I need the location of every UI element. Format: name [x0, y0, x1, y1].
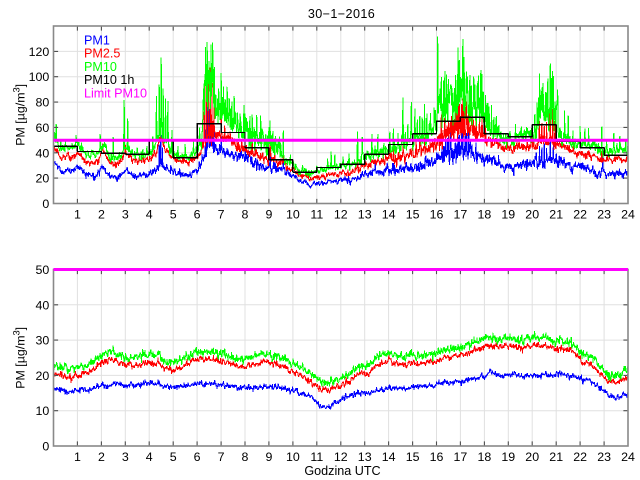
svg-text:PM1: PM1 [84, 34, 110, 48]
svg-text:100: 100 [29, 70, 50, 84]
svg-text:0: 0 [42, 197, 49, 211]
svg-text:24: 24 [621, 207, 635, 221]
svg-text:14: 14 [382, 450, 396, 464]
svg-text:6: 6 [194, 207, 201, 221]
svg-text:8: 8 [242, 450, 249, 464]
svg-text:17: 17 [454, 450, 468, 464]
svg-text:3: 3 [122, 207, 129, 221]
svg-text:80: 80 [36, 96, 50, 110]
svg-text:13: 13 [358, 207, 372, 221]
svg-text:1: 1 [74, 207, 81, 221]
svg-text:20: 20 [525, 207, 539, 221]
svg-text:40: 40 [36, 146, 50, 160]
svg-text:23: 23 [597, 450, 611, 464]
svg-text:PM10: PM10 [84, 60, 117, 74]
svg-text:8: 8 [242, 207, 249, 221]
svg-text:Limit PM10: Limit PM10 [84, 86, 147, 100]
svg-text:5: 5 [170, 450, 177, 464]
svg-text:15: 15 [406, 450, 420, 464]
svg-text:7: 7 [218, 207, 225, 221]
svg-text:2: 2 [98, 207, 105, 221]
svg-text:21: 21 [549, 450, 563, 464]
svg-text:30−1−2016: 30−1−2016 [308, 7, 375, 21]
svg-text:21: 21 [549, 207, 563, 221]
svg-text:24: 24 [621, 450, 635, 464]
svg-text:9: 9 [265, 207, 272, 221]
svg-text:11: 11 [310, 450, 323, 464]
svg-text:18: 18 [478, 450, 492, 464]
svg-text:11: 11 [310, 207, 323, 221]
svg-text:4: 4 [146, 450, 153, 464]
svg-text:PM [µg/m3]: PM [µg/m3] [12, 84, 28, 146]
svg-text:10: 10 [36, 404, 50, 418]
svg-text:16: 16 [430, 207, 444, 221]
svg-text:20: 20 [36, 172, 50, 186]
svg-text:16: 16 [430, 450, 444, 464]
svg-text:20: 20 [525, 450, 539, 464]
svg-text:4: 4 [146, 207, 153, 221]
svg-text:9: 9 [265, 450, 272, 464]
svg-text:18: 18 [478, 207, 492, 221]
svg-text:20: 20 [36, 369, 50, 383]
svg-text:14: 14 [382, 207, 396, 221]
svg-text:1: 1 [74, 450, 81, 464]
svg-text:50: 50 [36, 263, 50, 277]
svg-text:22: 22 [573, 450, 587, 464]
svg-text:Godzina UTC: Godzina UTC [304, 464, 380, 478]
svg-text:7: 7 [218, 450, 225, 464]
svg-text:0: 0 [42, 440, 49, 454]
svg-text:30: 30 [36, 334, 50, 348]
svg-text:10: 10 [286, 207, 300, 221]
svg-text:23: 23 [597, 207, 611, 221]
svg-text:22: 22 [573, 207, 587, 221]
svg-text:13: 13 [358, 450, 372, 464]
svg-text:PM2.5: PM2.5 [84, 47, 120, 61]
svg-text:120: 120 [29, 45, 50, 59]
svg-text:19: 19 [501, 450, 515, 464]
svg-text:2: 2 [98, 450, 105, 464]
svg-text:5: 5 [170, 207, 177, 221]
svg-text:PM10 1h: PM10 1h [84, 73, 134, 87]
svg-text:12: 12 [334, 450, 348, 464]
svg-text:6: 6 [194, 450, 201, 464]
svg-text:PM [µg/m3]: PM [µg/m3] [12, 327, 28, 389]
svg-text:40: 40 [36, 298, 50, 312]
svg-text:19: 19 [501, 207, 515, 221]
svg-text:12: 12 [334, 207, 348, 221]
svg-text:15: 15 [406, 207, 420, 221]
svg-text:17: 17 [454, 207, 468, 221]
svg-text:3: 3 [122, 450, 129, 464]
svg-text:60: 60 [36, 121, 50, 135]
svg-text:10: 10 [286, 450, 300, 464]
